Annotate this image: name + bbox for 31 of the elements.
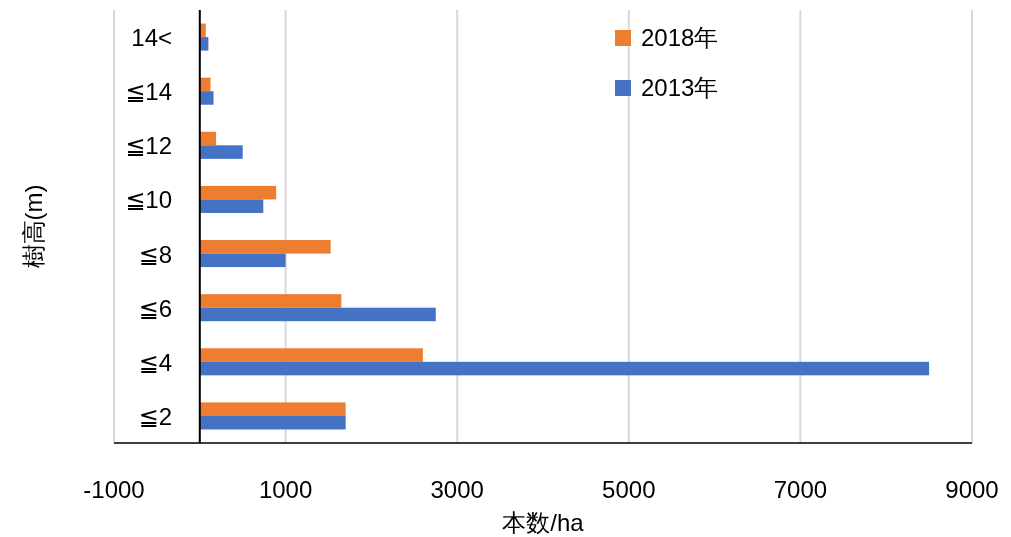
bar	[199, 91, 214, 105]
y-tick-label: ≦4	[138, 348, 172, 376]
bar	[199, 402, 346, 416]
x-tick-label: -1000	[83, 476, 145, 503]
x-tick-label: 7000	[773, 476, 828, 503]
bar	[199, 307, 436, 322]
y-tick-label: ≦8	[138, 240, 172, 268]
y-tick-label: 14<	[131, 24, 172, 52]
bar	[199, 185, 277, 200]
y-tick-label: ≦2	[138, 402, 172, 430]
x-tick-label: 9000	[945, 476, 999, 503]
bar	[199, 253, 286, 268]
bar	[199, 199, 264, 213]
bar	[199, 145, 243, 159]
bar	[199, 294, 342, 308]
y-tick-label: ≦10	[125, 186, 172, 214]
legend-label: 2013年	[641, 74, 719, 101]
y-tick-label: ≦14	[125, 78, 172, 106]
x-axis-title: 本数/ha	[502, 509, 585, 536]
bar	[199, 415, 346, 430]
legend-label: 2018年	[641, 24, 719, 51]
x-tick-label: 5000	[602, 476, 656, 503]
bar	[199, 77, 211, 92]
y-tick-label: ≦12	[125, 132, 172, 160]
bar	[199, 240, 331, 254]
y-axis-title: 樹高(m)	[20, 184, 47, 269]
bar	[199, 348, 423, 362]
y-tick-label: ≦6	[138, 294, 172, 322]
x-tick-label: 1000	[258, 476, 313, 503]
x-tick-label: 3000	[430, 476, 484, 503]
bar	[199, 361, 930, 376]
